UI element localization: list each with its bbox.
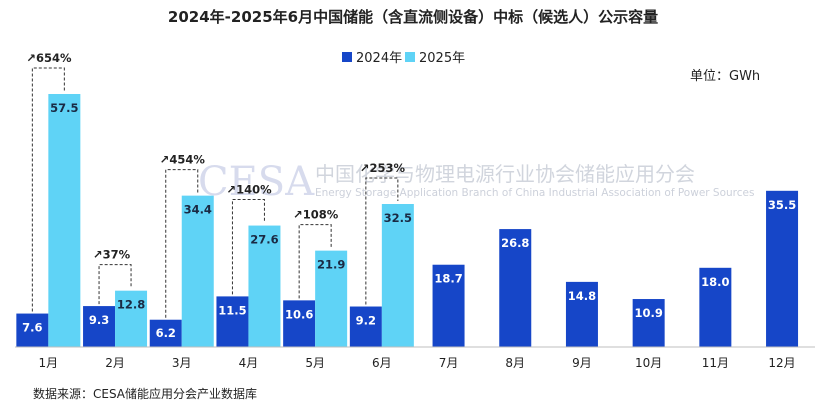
legend-label-2025: 2025年 — [419, 51, 465, 66]
x-tick-label: 1月 — [39, 356, 59, 370]
bar-2024-1 — [16, 313, 49, 347]
bar-2025-2 — [115, 290, 148, 347]
bar-2024-10 — [632, 299, 665, 347]
watermark-logo: CESA — [198, 159, 315, 205]
bar-label-2024-10: 10.9 — [634, 306, 662, 320]
bars-group: 7.6 57.5 9.3 12.8 6.2 34.4 11.5 27.6 10.6 21.9 9.2… — [16, 94, 799, 347]
bar-label-2024-12: 35.5 — [768, 198, 796, 212]
x-axis-ticks: 1月 2月 3月 4月 5月 6月 7月 8月 9月 10月 11月 12月 — [39, 356, 796, 370]
x-tick-label: 9月 — [572, 356, 592, 370]
bar-2024-2 — [83, 306, 116, 347]
x-tick-label: 5月 — [305, 356, 325, 370]
bar-2025-4 — [248, 225, 281, 347]
growth-label-1: ↗654% — [26, 51, 72, 65]
growth-bracket-6 — [365, 177, 399, 305]
x-tick-label: 10月 — [635, 356, 662, 370]
growth-bracket-2 — [98, 264, 132, 305]
bar-label-2025-5: 21.9 — [317, 258, 345, 272]
bar-2024-8 — [499, 229, 532, 347]
bar-2024-6 — [349, 306, 382, 347]
chart-title: 2024年-2025年6月中国储能（含直流侧设备）中标（候选人）公示容量 — [168, 8, 658, 26]
bar-label-2024-4: 11.5 — [218, 303, 246, 317]
bar-2024-4 — [216, 296, 249, 347]
growth-bracket-1 — [31, 67, 65, 312]
bar-2024-7 — [432, 264, 465, 347]
legend-swatch-2025 — [405, 52, 415, 62]
growth-bracket-3 — [165, 169, 199, 318]
x-tick-label: 7月 — [439, 356, 459, 370]
bar-label-2024-8: 26.8 — [501, 236, 529, 250]
x-tick-label: 8月 — [505, 356, 525, 370]
bar-2024-9 — [565, 281, 598, 347]
growth-label-2: ↗37% — [93, 248, 131, 262]
x-tick-label: 2月 — [105, 356, 125, 370]
bar-label-2024-7: 18.7 — [434, 272, 462, 286]
watermark-name-en: Energy Storage Application Branch of Chi… — [315, 187, 754, 199]
unit-label: 单位：GWh — [690, 69, 760, 84]
bar-label-2025-2: 12.8 — [117, 298, 145, 312]
bar-label-2025-4: 27.6 — [250, 233, 278, 247]
watermark: CESA 中国化学与物理电源行业协会储能应用分会 Energy Storage … — [198, 159, 754, 205]
legend-label-2024: 2024年 — [356, 51, 402, 66]
x-tick-label: 3月 — [172, 356, 192, 370]
bar-2024-3 — [149, 319, 182, 347]
legend-swatch-2024 — [342, 52, 352, 62]
bar-label-2025-1: 57.5 — [50, 101, 78, 115]
growth-label-3: ↗454% — [160, 153, 206, 167]
bar-label-2024-6: 9.2 — [356, 314, 376, 328]
bar-2025-1 — [48, 94, 81, 347]
bar-2025-5 — [315, 250, 348, 347]
bar-label-2025-6: 32.5 — [384, 211, 412, 225]
x-tick-label: 4月 — [239, 356, 259, 370]
x-tick-label: 6月 — [372, 356, 392, 370]
bar-label-2024-9: 14.8 — [568, 289, 596, 303]
bar-2024-5 — [283, 300, 316, 347]
source-note: 数据来源：CESA储能应用分会产业数据库 — [33, 386, 257, 401]
x-tick-label: 11月 — [702, 356, 729, 370]
bar-2025-3 — [181, 195, 214, 347]
bar-2025-6 — [381, 204, 414, 347]
growth-bracket-5 — [298, 224, 332, 299]
growth-label-4: ↗140% — [226, 183, 272, 197]
legend: 2024年 2025年 — [342, 51, 465, 66]
growth-bracket-4 — [231, 199, 265, 295]
watermark-name-cn: 中国化学与物理电源行业协会储能应用分会 — [315, 162, 695, 186]
bar-2024-11 — [699, 267, 732, 347]
growth-label-6: ↗253% — [360, 161, 406, 175]
bar-label-2025-3: 34.4 — [184, 203, 212, 217]
bar-label-2024-5: 10.6 — [285, 307, 313, 321]
x-tick-label: 12月 — [768, 356, 795, 370]
bar-label-2024-1: 7.6 — [22, 321, 42, 335]
bar-label-2024-3: 6.2 — [156, 326, 176, 340]
bar-2024-12 — [766, 190, 799, 347]
growth-label-5: ↗108% — [293, 208, 339, 222]
bar-label-2024-2: 9.3 — [89, 313, 109, 327]
bar-label-2024-11: 18.0 — [701, 275, 729, 289]
growth-annotations: ↗654% ↗37% ↗454% ↗140% ↗108% ↗253% — [26, 51, 405, 318]
